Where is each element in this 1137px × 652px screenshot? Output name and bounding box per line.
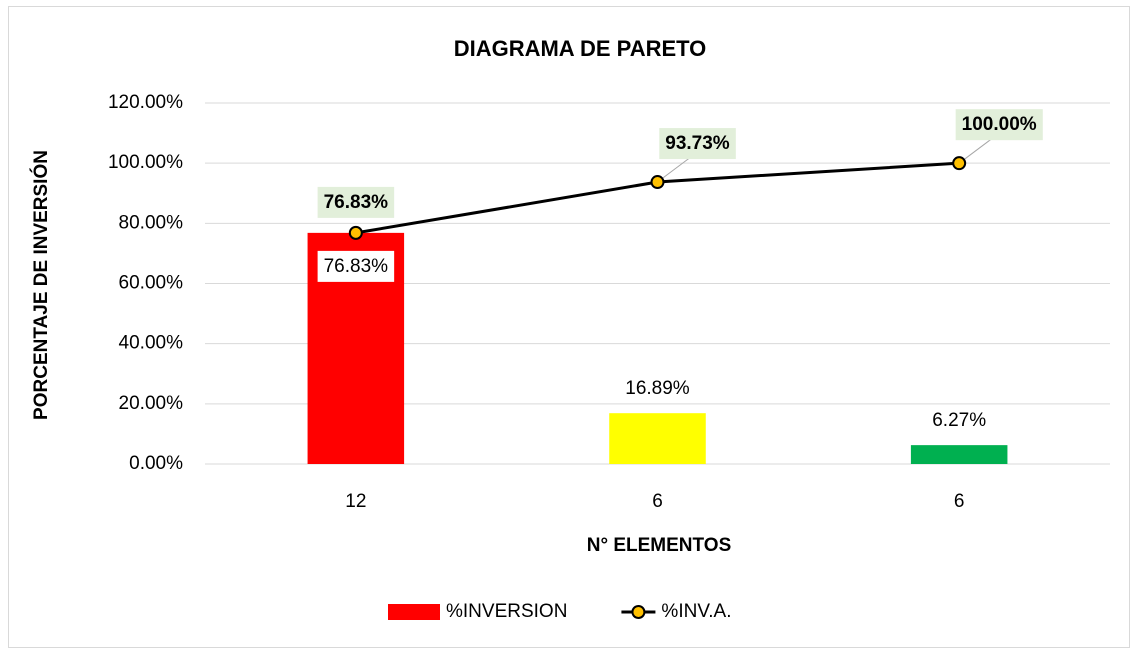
data-label-box [659, 128, 736, 160]
data-label-box [317, 186, 395, 218]
legend-swatch [388, 604, 440, 620]
data-label: 100.00% [955, 109, 1043, 141]
data-label-text: 100.00% [962, 114, 1037, 135]
y-tick-label: 100.00% [108, 152, 183, 173]
data-label: 6.27% [932, 410, 986, 431]
data-label: 16.89% [625, 378, 690, 399]
data-label-text: 93.73% [665, 133, 730, 154]
y-tick-label: 120.00% [108, 92, 183, 113]
chart-border [8, 6, 1130, 648]
y-tick-label: 0.00% [129, 453, 183, 474]
x-axis-title: N° ELEMENTOS [587, 535, 732, 556]
legend-label: %INV.A. [661, 601, 731, 622]
data-label-text: 76.83% [324, 192, 389, 213]
bar [609, 413, 706, 464]
data-label-text: 16.89% [625, 378, 690, 399]
legend-marker [631, 605, 646, 619]
line-marker [650, 175, 665, 190]
legend-label: %INVERSION [446, 601, 567, 622]
x-tick-label: 6 [954, 491, 965, 512]
y-tick-label: 40.00% [119, 333, 184, 354]
line-marker [952, 156, 967, 171]
chart-title: DIAGRAMA DE PARETO [454, 36, 707, 61]
bar [910, 445, 1008, 464]
data-label-box [317, 250, 395, 282]
y-tick-label: 80.00% [119, 212, 184, 233]
data-label-box [955, 109, 1043, 141]
y-axis-title: PORCENTAJE DE INVERSIÓN [30, 150, 52, 420]
data-label: 76.83% [317, 186, 395, 218]
x-tick-label: 6 [652, 491, 663, 512]
data-label: 93.73% [659, 128, 736, 160]
data-label-text: 6.27% [932, 410, 986, 431]
data-label-text: 76.83% [324, 256, 389, 277]
y-tick-label: 20.00% [119, 393, 184, 414]
line-marker [348, 225, 363, 240]
data-label: 76.83% [317, 250, 395, 282]
y-tick-label: 60.00% [119, 273, 184, 294]
x-tick-label: 12 [345, 491, 366, 512]
